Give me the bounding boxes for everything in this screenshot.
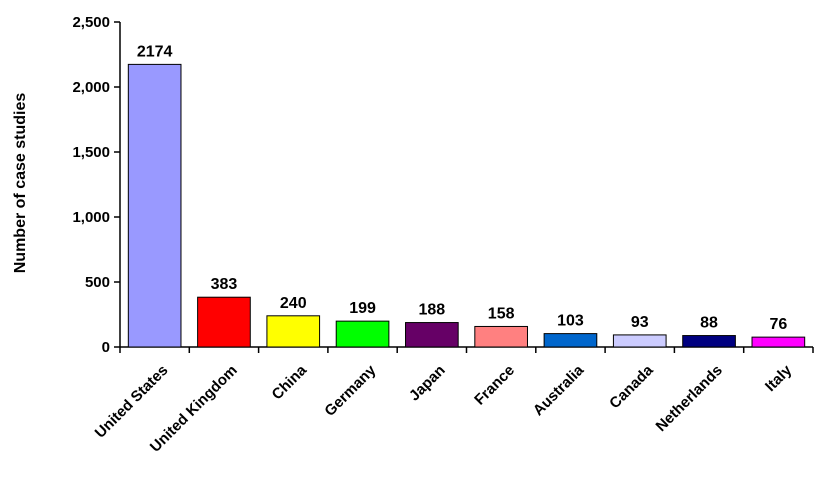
bar-united-kingdom: [197, 296, 251, 348]
bar-australia: [543, 333, 598, 348]
data-label: 158: [488, 305, 515, 322]
y-tick-label: 0: [102, 339, 110, 356]
category-label: United States: [92, 362, 172, 442]
y-tick-label: 1,000: [72, 209, 110, 226]
bars: [127, 63, 806, 348]
bar-france: [474, 325, 528, 348]
category-label: Netherlands: [653, 362, 726, 435]
category-label: France: [471, 362, 518, 409]
y-axis: 0 500 1,000 1,500 2,000 2,500: [72, 14, 121, 356]
y-tick-label: 2,000: [72, 79, 110, 96]
data-label: 199: [349, 300, 376, 317]
category-label: Italy: [762, 361, 796, 395]
category-label: Canada: [606, 361, 657, 412]
category-label: Australia: [530, 361, 588, 419]
data-label: 93: [631, 314, 649, 331]
bar-germany: [335, 320, 390, 348]
x-axis: [119, 346, 814, 353]
data-label: 240: [280, 295, 307, 312]
y-tick-label: 2,500: [72, 14, 110, 31]
bar-united-states: [127, 63, 182, 348]
y-tick-label: 1,500: [72, 144, 110, 161]
category-label: Germany: [321, 361, 379, 419]
data-label: 2174: [137, 43, 173, 60]
bar-netherlands: [682, 335, 736, 348]
category-label: Japan: [406, 362, 449, 405]
data-labels: 2174 383 240 199 188 158 103 93 88 76: [137, 43, 787, 333]
bar-italy: [751, 336, 806, 348]
data-label: 188: [418, 302, 445, 319]
data-label: 103: [557, 313, 584, 330]
data-label: 383: [211, 276, 238, 293]
bar-japan: [405, 322, 459, 348]
category-label: China: [269, 361, 311, 403]
data-label: 88: [700, 315, 718, 332]
data-label: 76: [769, 316, 787, 333]
y-tick-label: 500: [85, 274, 110, 291]
y-axis-title: Number of case studies: [12, 93, 29, 274]
bar-canada: [612, 334, 667, 348]
bar-china: [266, 315, 321, 348]
